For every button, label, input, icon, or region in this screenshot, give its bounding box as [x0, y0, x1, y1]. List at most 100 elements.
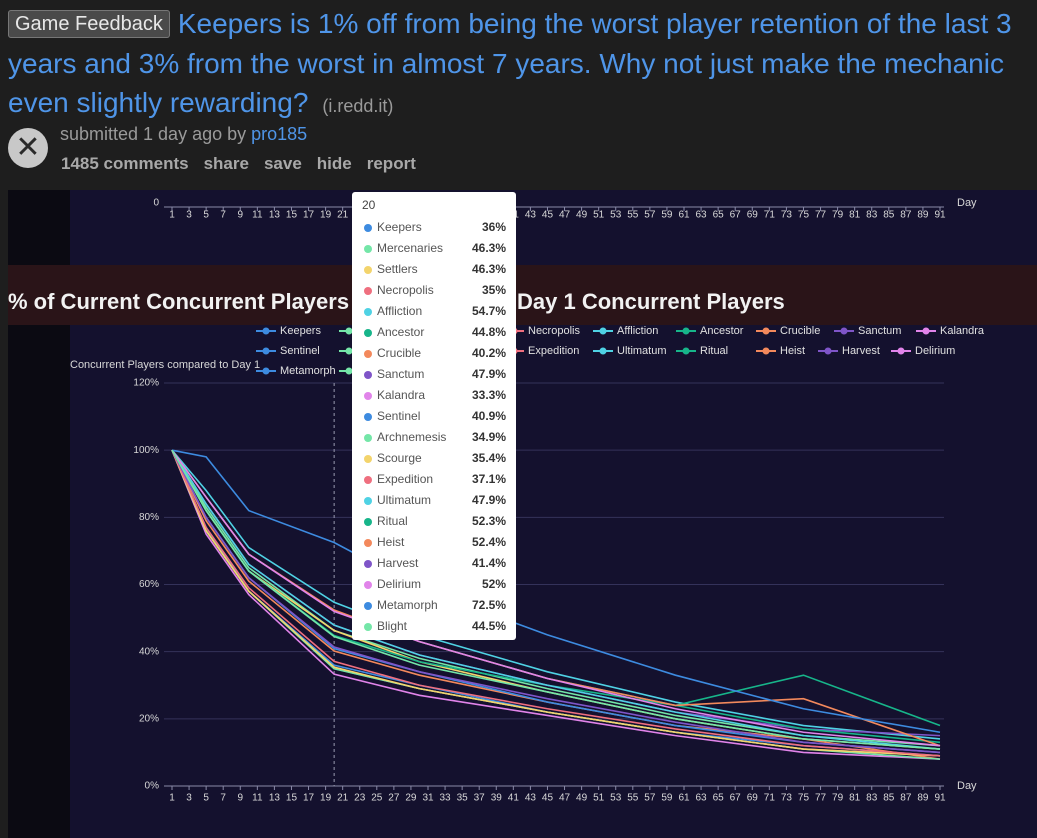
tooltip-value: 52.4% [472, 535, 506, 549]
x-axis-label: Day [957, 197, 977, 209]
x-tick-label: 3 [186, 210, 192, 221]
tooltip-dot [364, 392, 372, 400]
x-tick-label: 35 [457, 793, 469, 804]
x-tick-label: 29 [405, 793, 417, 804]
tooltip-name: Affliction [377, 304, 422, 318]
y-tick-label: 80% [139, 512, 159, 523]
legend-label: Delirium [915, 345, 955, 357]
x-tick-label: 29 [405, 210, 417, 221]
tooltip-dot [364, 602, 372, 610]
legend-label: Blight [363, 365, 391, 377]
legend-label: Expedition [528, 345, 579, 357]
legend-label: Scourge [446, 345, 487, 357]
x-tick-label: 75 [798, 210, 810, 221]
series-line [171, 449, 941, 737]
x-tick-label: 83 [866, 210, 878, 221]
x-tick-label: 53 [610, 210, 622, 221]
x-tick-label: 63 [696, 210, 708, 221]
series-line [171, 449, 941, 740]
tooltip-value: 34.9% [472, 430, 506, 444]
x-tick-label: 17 [303, 793, 315, 804]
x-tick-label: 85 [883, 210, 895, 221]
banner [8, 265, 1037, 325]
avatar[interactable]: ✕ [8, 128, 48, 168]
link[interactable]: save [263, 154, 302, 173]
chart-title: Day 1 Concurrent Players [517, 289, 785, 314]
post-header: Game Feedback Keepers is 1% off from bein… [8, 4, 1028, 126]
legend-swatch [262, 347, 270, 355]
submitted-line: submitted 1 day ago by pro185 [60, 124, 307, 145]
tooltip-value: 41.4% [472, 556, 506, 570]
series-line [171, 449, 941, 757]
x-tick-label: 39 [491, 793, 503, 804]
tooltip-value: 40.2% [472, 346, 506, 360]
tooltip-dot [364, 308, 372, 316]
tooltip-dot [364, 560, 372, 568]
domain[interactable]: (i.redd.it) [322, 96, 394, 116]
x-tick-label: 87 [900, 210, 912, 221]
x-tick-label: 43 [525, 793, 537, 804]
series-line [171, 449, 941, 757]
x-tick-label: 85 [883, 793, 895, 804]
flair[interactable]: Game Feedback [8, 10, 170, 38]
x-tick-label: 23 [354, 793, 366, 804]
link[interactable]: report [366, 154, 416, 173]
y-tick-label: 20% [139, 713, 159, 724]
tooltip-value: 47.9% [472, 493, 506, 507]
link[interactable]: share [203, 154, 249, 173]
x-tick-label: 73 [781, 210, 793, 221]
x-tick-label: 81 [849, 210, 861, 221]
link[interactable]: hide [316, 154, 352, 173]
legend-swatch [345, 367, 353, 375]
series-line [171, 449, 941, 734]
series-line [171, 449, 941, 727]
x-tick-label: 61 [678, 793, 690, 804]
legend-swatch [428, 347, 436, 355]
x-tick-label: 55 [627, 210, 639, 221]
post-title[interactable]: Keepers is 1% off from being the worst p… [8, 8, 1012, 118]
legend-label: Crucible [780, 325, 820, 337]
tooltip-value: 52% [482, 577, 506, 591]
y-tick-label: 0% [145, 781, 160, 792]
legend-label: Ritual [700, 345, 728, 357]
tooltip-name: Heist [377, 535, 405, 549]
series-line [171, 449, 941, 754]
legend-swatch [428, 327, 436, 335]
tooltip-value: 36% [482, 220, 506, 234]
tooltip-value: 40.9% [472, 409, 506, 423]
legend-swatch [762, 327, 770, 335]
x-tick-label: 57 [644, 793, 656, 804]
link[interactable]: 1485 comments [61, 154, 189, 173]
x-tick-label: 87 [900, 793, 912, 804]
legend-label: Ancestor [700, 325, 744, 337]
x-tick-label: 57 [644, 210, 656, 221]
x-tick-label: 15 [286, 793, 298, 804]
tooltip-title: 20 [362, 198, 376, 212]
author[interactable]: pro185 [251, 124, 308, 144]
tooltip-dot [364, 413, 372, 421]
x-tick-label: 31 [422, 210, 434, 221]
x-tick-label: 9 [237, 793, 243, 804]
x-tick-label: 67 [730, 793, 742, 804]
post-links: 1485 comments share save hide report [61, 154, 431, 174]
legend-label: Settlers [446, 325, 484, 337]
tooltip-name: Delirium [377, 577, 421, 591]
tooltip-name: Ritual [377, 514, 408, 528]
x-tick-label: 19 [320, 793, 332, 804]
x-tick-label: 47 [559, 793, 571, 804]
tooltip-value: 47.9% [472, 367, 506, 381]
tooltip-value: 46.3% [472, 241, 506, 255]
x-tick-label: 89 [917, 793, 929, 804]
tooltip-value: 35.4% [472, 451, 506, 465]
x-tick-label: 11 [252, 210, 263, 221]
x-tick-label: 45 [542, 793, 554, 804]
legend-swatch [824, 347, 832, 355]
x-tick-label: 37 [474, 210, 486, 221]
x-tick-label: 71 [764, 210, 776, 221]
x-tick-label: 53 [610, 793, 622, 804]
legend-label: Heist [780, 345, 805, 357]
x-tick-label: 7 [220, 793, 226, 804]
x-tick-label: 1 [169, 210, 175, 221]
tooltip-dot [364, 581, 372, 589]
